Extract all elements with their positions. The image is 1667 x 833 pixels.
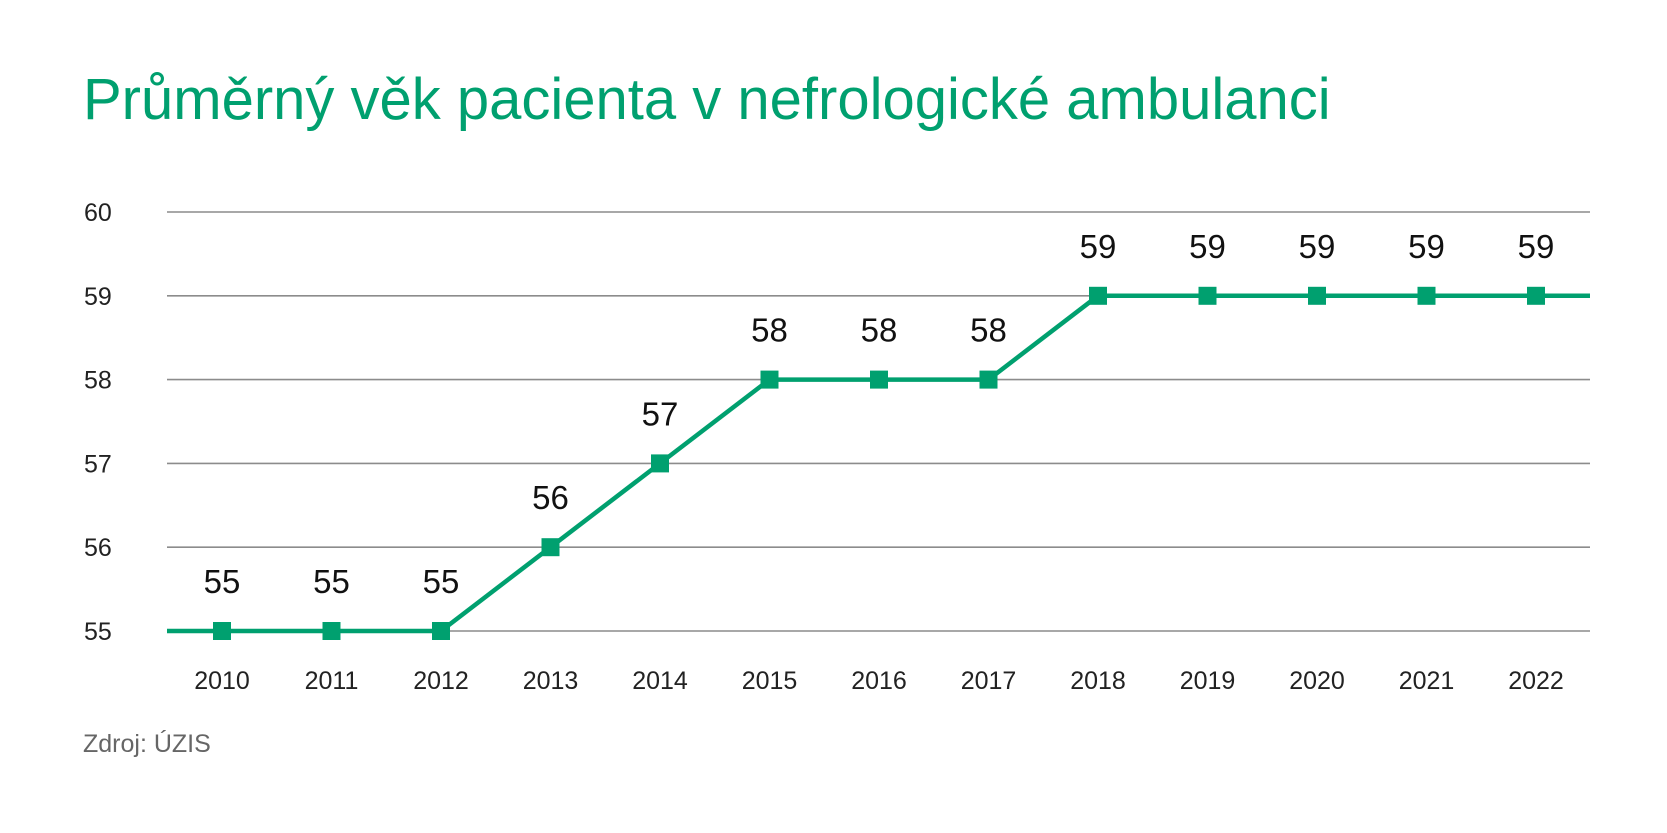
- x-tick-label: 2020: [1289, 667, 1345, 695]
- data-point-marker: [979, 370, 998, 389]
- x-axis-tick-labels: 2010 2011 2012 2013 2014 2015 2016 2017 2018 2019…: [194, 667, 1564, 695]
- data-point-marker: [322, 622, 341, 640]
- x-tick-label: 2019: [1180, 667, 1236, 695]
- data-label: 55: [423, 563, 460, 600]
- y-tick-label: 58: [84, 367, 112, 395]
- data-label: 59: [1518, 228, 1555, 265]
- data-point-marker: [541, 538, 560, 557]
- chart-title: Průměrný věk pacienta v nefrologické amb…: [83, 67, 1331, 132]
- data-label: 55: [313, 563, 350, 600]
- data-point-marker: [1198, 286, 1217, 305]
- data-labels: 55 55 55 56 57 58 58 58 59 59 59 59 59: [204, 228, 1555, 600]
- y-tick-label: 57: [84, 450, 112, 478]
- data-markers: [213, 286, 1545, 640]
- x-tick-label: 2010: [194, 667, 250, 695]
- data-label: 59: [1080, 228, 1117, 265]
- y-tick-label: 59: [84, 283, 112, 311]
- data-point-marker: [213, 622, 231, 640]
- x-tick-label: 2017: [961, 667, 1017, 695]
- x-tick-label: 2013: [523, 667, 579, 695]
- data-point-marker: [1089, 286, 1107, 305]
- data-label: 55: [204, 563, 241, 600]
- data-label: 59: [1408, 228, 1445, 265]
- data-label: 56: [532, 479, 569, 516]
- x-tick-label: 2012: [413, 667, 469, 695]
- data-point-marker: [760, 370, 779, 389]
- x-tick-label: 2021: [1399, 667, 1455, 695]
- source-note: Zdroj: ÚZIS: [83, 730, 211, 758]
- data-point-marker: [1308, 286, 1326, 305]
- y-axis-tick-labels: 55 56 57 58 59 60: [84, 199, 112, 646]
- data-label: 58: [751, 312, 788, 349]
- y-tick-label: 60: [84, 199, 112, 227]
- data-point-marker: [432, 622, 450, 640]
- data-point-marker: [870, 370, 888, 389]
- y-tick-label: 56: [84, 534, 112, 562]
- x-tick-label: 2015: [742, 667, 798, 695]
- x-tick-label: 2014: [632, 667, 688, 695]
- data-label: 57: [642, 395, 679, 432]
- data-label: 59: [1189, 228, 1226, 265]
- data-point-marker: [1417, 286, 1436, 305]
- data-label: 58: [970, 312, 1007, 349]
- x-tick-label: 2011: [305, 667, 359, 695]
- gridlines: [167, 211, 1590, 632]
- data-label: 58: [861, 312, 898, 349]
- y-tick-label: 55: [84, 618, 112, 646]
- x-tick-label: 2018: [1070, 667, 1126, 695]
- x-tick-label: 2016: [851, 667, 907, 695]
- x-tick-label: 2022: [1508, 667, 1564, 695]
- data-point-marker: [1527, 286, 1545, 305]
- data-point-marker: [651, 454, 669, 473]
- data-label: 59: [1299, 228, 1336, 265]
